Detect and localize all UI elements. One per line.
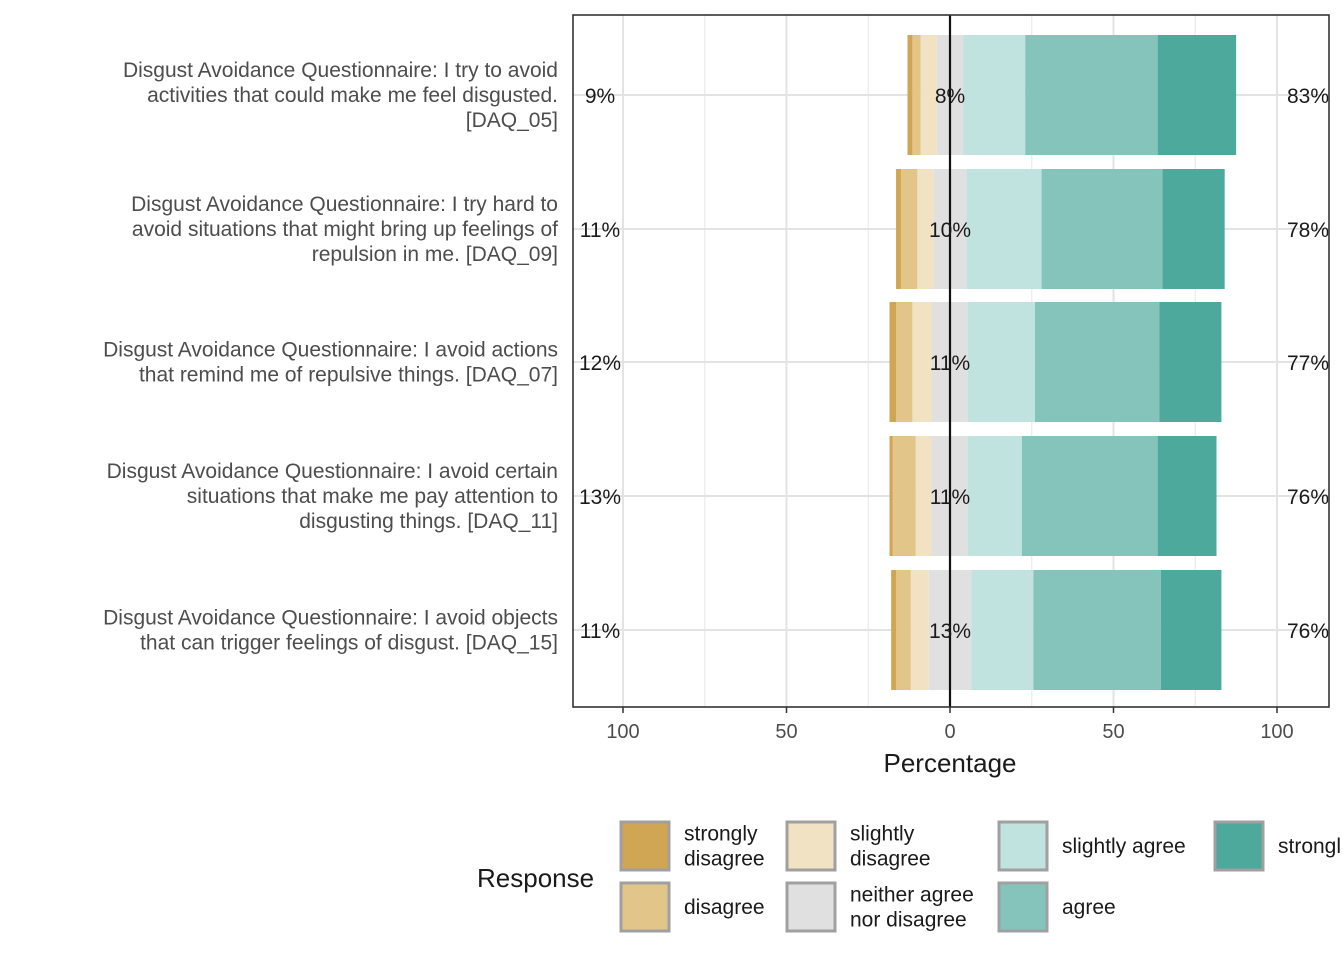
high-percent-label: 83% <box>1287 85 1329 108</box>
bar-segment-strongly-disagree <box>891 570 897 690</box>
bar-segment-agree <box>1041 169 1163 289</box>
x-axis-title: Percentage <box>884 748 1017 778</box>
high-percent-label: 76% <box>1287 620 1329 643</box>
bar-segment-slightly-agree <box>963 35 1026 155</box>
bar-segment-strongly-agree <box>1159 302 1222 422</box>
percent-labels: 9% 8% 83% 11% 10% 78% 12% 11% 77% 13% 11% 76% 11% 13%… <box>579 85 1329 643</box>
x-axis-ticks: 100 50 0 50 100 <box>606 707 1294 743</box>
low-percent-label: 11% <box>580 620 620 643</box>
bar-segment-strongly-disagree <box>889 436 893 556</box>
neutral-percent-label: 10% <box>929 219 971 242</box>
bar-segment-disagree <box>892 436 916 556</box>
legend: Response stronglydisagreedisagreeslightl… <box>477 820 1341 933</box>
bar-segment-disagree <box>896 302 913 422</box>
bar-segment-strongly-agree <box>1160 570 1222 690</box>
bar-segments <box>889 35 1237 690</box>
item-label-line: activities that could make me feel disgu… <box>147 84 558 107</box>
legend-label: agree <box>1062 896 1116 919</box>
panel-border <box>572 14 1330 708</box>
legend-key-agree <box>997 881 1049 933</box>
neutral-percent-label: 8% <box>935 85 965 108</box>
bar-segment-slightly-disagree <box>915 436 933 556</box>
neutral-percent-label: 11% <box>930 352 970 375</box>
legend-label: disagree <box>684 848 765 871</box>
bar-segment-slightly-disagree <box>912 302 933 422</box>
bar-segment-slightly-agree <box>967 436 1022 556</box>
neutral-percent-label: 11% <box>930 486 970 509</box>
item-label-line: [DAQ_05] <box>466 109 558 132</box>
legend-label: slightly <box>850 823 915 846</box>
x-tick-label: 50 <box>1102 721 1124 743</box>
legend-label: disagree <box>684 896 765 919</box>
low-percent-label: 11% <box>580 219 620 242</box>
item-label-line: Disgust Avoidance Questionnaire: I try t… <box>123 59 558 82</box>
legend-key-slightly-agree <box>997 820 1049 872</box>
bar-segment-disagree <box>912 35 921 155</box>
x-tick-label: 0 <box>944 721 955 743</box>
legend-title: Response <box>477 863 594 893</box>
bar-segment-slightly-agree <box>966 169 1042 289</box>
bar-segment-slightly-disagree <box>917 169 934 289</box>
item-label-line: situations that make me pay attention to <box>187 485 558 508</box>
bar-segment-strongly-disagree <box>907 35 913 155</box>
bar-segment-strongly-agree <box>1162 169 1225 289</box>
x-tick-label: 100 <box>1260 721 1293 743</box>
high-percent-label: 78% <box>1287 219 1329 242</box>
bar-segment-strongly-agree <box>1157 35 1237 155</box>
legend-key-slightly-disagree <box>785 820 837 872</box>
high-percent-label: 76% <box>1287 486 1329 509</box>
legend-label: strongly <box>684 823 758 846</box>
item-label-line: avoid situations that might bring up fee… <box>132 218 558 241</box>
legend-key-disagree <box>619 881 671 933</box>
low-percent-label: 12% <box>579 352 621 375</box>
neutral-percent-label: 13% <box>929 620 971 643</box>
item-label-line: disgusting things. [DAQ_11] <box>299 510 558 533</box>
bar-segment-strongly-agree <box>1157 436 1217 556</box>
bar-segment-agree <box>1033 570 1161 690</box>
bar-segment-slightly-disagree <box>920 35 937 155</box>
bar-segment-strongly-disagree <box>889 302 897 422</box>
low-percent-label: 13% <box>579 486 621 509</box>
bar-segment-slightly-agree <box>967 302 1036 422</box>
legend-label: strongl <box>1278 835 1341 858</box>
legend-label: slightly agree <box>1062 835 1186 858</box>
item-label-line: Disgust Avoidance Questionnaire: I avoid… <box>103 339 558 362</box>
x-tick-label: 100 <box>606 721 639 743</box>
bar-segment-slightly-agree <box>971 570 1034 690</box>
legend-label: neither agree <box>850 884 974 907</box>
low-percent-label: 9% <box>585 85 615 108</box>
item-label-line: that remind me of repulsive things. [DAQ… <box>139 364 558 387</box>
legend-label: disagree <box>850 848 931 871</box>
item-label-line: that can trigger feelings of disgust. [D… <box>140 632 558 655</box>
item-label-line: Disgust Avoidance Questionnaire: I avoid… <box>107 460 558 483</box>
bar-segment-slightly-disagree <box>910 570 929 690</box>
high-percent-label: 77% <box>1287 352 1329 375</box>
bar-segment-disagree <box>900 169 918 289</box>
item-labels: Disgust Avoidance Questionnaire: I try t… <box>103 59 558 655</box>
item-label-line: Disgust Avoidance Questionnaire: I avoid… <box>103 607 558 630</box>
legend-key-strongly-disagree <box>619 820 671 872</box>
bar-segment-agree <box>1035 302 1160 422</box>
legend-key-neither-agree-nor-disagree <box>785 881 837 933</box>
bar-segment-disagree <box>896 570 911 690</box>
bar-segment-agree <box>1025 35 1158 155</box>
bar-segment-agree <box>1021 436 1158 556</box>
bar-segment-strongly-disagree <box>896 169 901 289</box>
item-label-line: Disgust Avoidance Questionnaire: I try h… <box>131 193 558 216</box>
legend-key-strongly-agree <box>1213 820 1265 872</box>
legend-label: nor disagree <box>850 909 967 932</box>
item-label-line: repulsion in me. [DAQ_09] <box>312 243 558 266</box>
x-tick-label: 50 <box>775 721 797 743</box>
